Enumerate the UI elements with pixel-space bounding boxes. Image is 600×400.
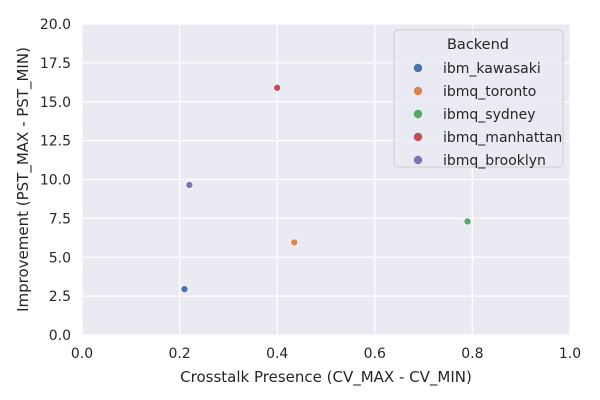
legend-label: ibm_kawasaki bbox=[443, 61, 541, 77]
y-tick-labels: 0.0 2.5 5.0 7.5 10.0 12.5 15.0 17.5 20.0 bbox=[40, 17, 71, 344]
data-point-ibm-kawasaki bbox=[180, 285, 189, 294]
legend-box bbox=[393, 29, 564, 168]
legend-label: ibmq_manhattan bbox=[443, 130, 562, 146]
x-axis-label: Crosstalk Presence (CV_MAX - CV_MIN) bbox=[180, 368, 472, 387]
data-points bbox=[180, 83, 472, 294]
legend-marker bbox=[413, 86, 423, 96]
legend-marker bbox=[413, 109, 423, 119]
x-tick-label: 1.0 bbox=[559, 346, 581, 362]
legend-title: Backend bbox=[447, 37, 509, 53]
y-tick-label: 7.5 bbox=[49, 211, 71, 227]
y-tick-label: 2.5 bbox=[49, 289, 71, 305]
data-point-ibmq-toronto bbox=[290, 238, 299, 247]
data-point-ibmq-brooklyn bbox=[185, 180, 194, 189]
x-tick-label: 0.6 bbox=[364, 346, 386, 362]
legend-marker bbox=[413, 63, 423, 73]
y-tick-label: 10.0 bbox=[40, 173, 71, 189]
data-point-ibmq-manhattan bbox=[273, 83, 282, 92]
y-tick-label: 17.5 bbox=[40, 56, 71, 72]
legend-label: ibmq_brooklyn bbox=[443, 153, 546, 169]
grid-lines bbox=[81, 23, 571, 336]
y-tick-label: 15.0 bbox=[40, 95, 71, 111]
x-tick-label: 0.4 bbox=[266, 346, 288, 362]
legend-label: ibmq_sydney bbox=[443, 107, 536, 123]
legend-marker bbox=[413, 155, 423, 165]
legend-label: ibmq_toronto bbox=[443, 84, 536, 100]
x-tick-labels: 0.0 0.2 0.4 0.6 0.8 1.0 bbox=[71, 346, 581, 362]
y-axis-label: Improvement (PST_MAX - PST_MIN) bbox=[14, 47, 33, 312]
y-tick-label: 5.0 bbox=[49, 250, 71, 266]
x-tick-label: 0.0 bbox=[71, 346, 93, 362]
y-tick-label: 12.5 bbox=[40, 134, 71, 150]
legend: Backend ibm_kawasaki ibmq_toronto ibmq_syd… bbox=[393, 29, 564, 169]
legend-marker bbox=[413, 132, 423, 142]
y-tick-label: 20.0 bbox=[40, 17, 71, 33]
data-point-ibmq-sydney bbox=[463, 217, 472, 226]
y-tick-label: 0.0 bbox=[49, 328, 71, 344]
x-tick-label: 0.2 bbox=[168, 346, 190, 362]
x-tick-label: 0.8 bbox=[461, 346, 483, 362]
